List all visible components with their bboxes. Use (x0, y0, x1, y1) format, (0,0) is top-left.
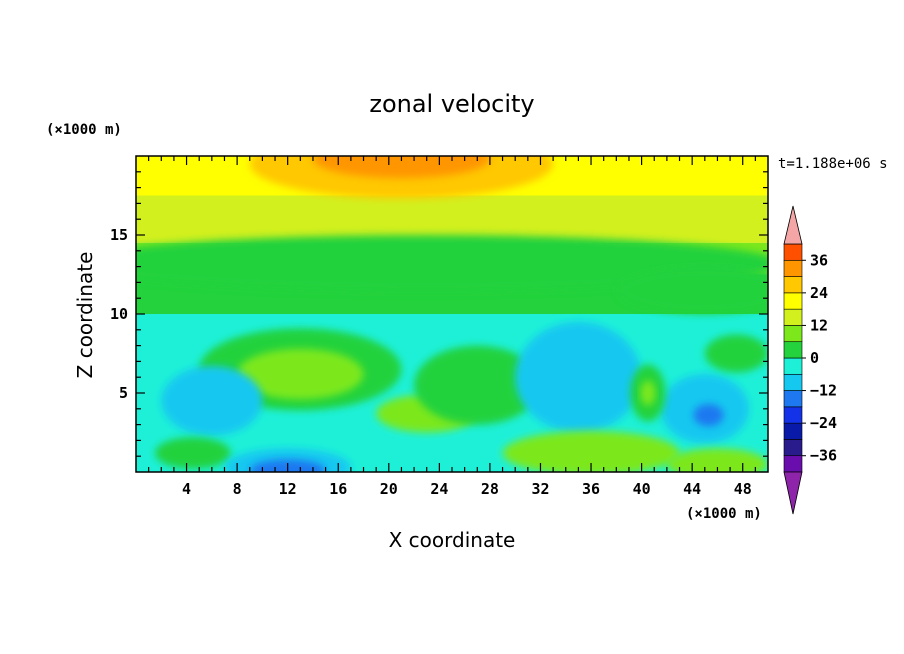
colorbar-segment (783, 439, 803, 457)
colorbar-tick-label: −24 (810, 414, 837, 432)
field-region (161, 366, 263, 436)
field-region (666, 448, 768, 472)
y-axis-unit: (×1000 m) (46, 122, 122, 138)
colorbar-segment (783, 341, 803, 359)
colorbar-segment (783, 243, 803, 261)
colorbar-tick-label: 36 (810, 251, 828, 269)
y-axis-label: Z coordinate (73, 252, 97, 379)
x-tick-label: 8 (233, 480, 242, 498)
plot-area (136, 156, 768, 472)
x-axis-unit: (×1000 m) (686, 506, 762, 522)
field-region (312, 156, 490, 179)
colorbar-segment (783, 390, 803, 408)
x-axis: 4 8 12 16 20 24 28 32 36 40 44 48 (148, 156, 756, 498)
field-region (640, 380, 656, 406)
colorbar: 36 24 12 0 −12 −24 −36 (783, 205, 837, 515)
x-tick-label: 36 (582, 480, 600, 498)
chart-title: zonal velocity (369, 90, 534, 118)
colorbar-segment (783, 455, 803, 473)
field-region (515, 321, 642, 433)
x-tick-label: 20 (380, 480, 398, 498)
field-region (616, 266, 768, 314)
colorbar-segment (783, 422, 803, 440)
colorbar-segment (783, 276, 803, 294)
colorbar-segment (783, 325, 803, 343)
x-tick-label: 28 (481, 480, 499, 498)
colorbar-tick-label: −12 (810, 382, 837, 400)
colorbar-tick-label: 12 (810, 316, 828, 334)
colorbar-segment (783, 259, 803, 277)
y-tick-label: 10 (110, 305, 128, 323)
time-label: t=1.188e+06 s (778, 156, 888, 172)
colorbar-segment (783, 406, 803, 424)
colorbar-segment (783, 373, 803, 391)
field-region (154, 437, 231, 469)
colorbar-segment (783, 357, 803, 375)
y-tick-label: 5 (119, 384, 128, 402)
colorbar-segment (783, 292, 803, 310)
field-region (136, 235, 768, 292)
colorbar-tick-label: 24 (810, 284, 828, 302)
field-region (414, 345, 541, 425)
colorbar-segment (783, 308, 803, 326)
x-tick-label: 44 (683, 480, 701, 498)
y-axis: 5 10 15 (110, 171, 768, 457)
colorbar-tick-label: −36 (810, 447, 837, 465)
colorbar-over-arrow (783, 205, 803, 245)
x-axis-label: X coordinate (389, 528, 516, 552)
x-tick-label: 4 (182, 480, 191, 498)
x-tick-label: 48 (734, 480, 752, 498)
x-tick-label: 12 (279, 480, 297, 498)
x-tick-label: 24 (430, 480, 448, 498)
x-tick-label: 40 (633, 480, 651, 498)
field-region (502, 430, 680, 472)
field-region (237, 348, 364, 400)
x-tick-label: 16 (329, 480, 347, 498)
colorbar-under-arrow (783, 471, 803, 515)
colorbar-tick-label: 0 (810, 349, 819, 367)
field-band (136, 195, 768, 243)
y-tick-label: 15 (110, 226, 128, 244)
field-region (704, 334, 768, 373)
field-region (693, 404, 724, 427)
x-tick-label: 32 (531, 480, 549, 498)
